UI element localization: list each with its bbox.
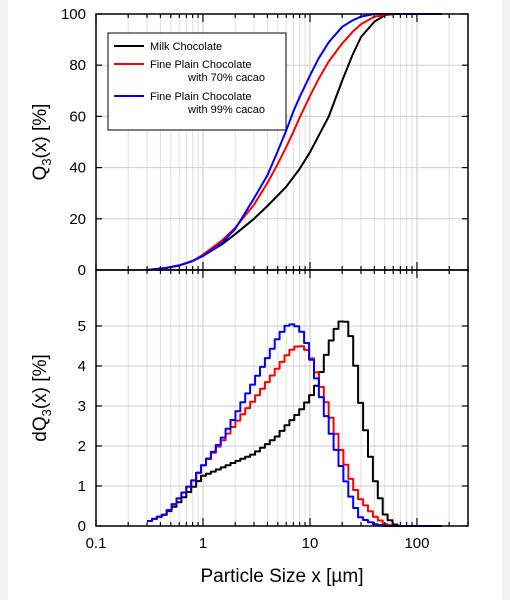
series-line-2 bbox=[147, 345, 442, 527]
y-axis-title-rest: (x) [%] bbox=[30, 104, 51, 159]
y-tick-label: 0 bbox=[78, 262, 86, 279]
y-tick-label: 1 bbox=[78, 478, 86, 495]
y-axis-title: dQ3(x) [%] bbox=[30, 354, 54, 441]
y-tick-label: 5 bbox=[78, 318, 86, 335]
y-axis-title-subscript: 3 bbox=[39, 409, 54, 416]
y-axis-title: Q3(x) [%] bbox=[30, 104, 54, 181]
y-tick-label: 4 bbox=[78, 358, 86, 375]
y-tick-label: 100 bbox=[61, 6, 86, 23]
series-line-1 bbox=[147, 320, 442, 527]
x-axis-title: Particle Size x [µm] bbox=[201, 566, 364, 587]
y-tick-label: 40 bbox=[69, 160, 86, 177]
y-tick-label: 3 bbox=[78, 398, 86, 415]
legend-label: with 70% cacao bbox=[187, 72, 265, 84]
legend-label: with 99% cacao bbox=[187, 104, 265, 116]
legend-box bbox=[107, 32, 287, 131]
y-tick-label: 0 bbox=[78, 518, 86, 535]
legend-label: Fine Plain Chocolate bbox=[150, 59, 252, 71]
y-axis-title-main: dQ bbox=[30, 416, 51, 441]
y-tick-label: 2 bbox=[78, 438, 86, 455]
series-line-3 bbox=[147, 323, 442, 527]
legend-label: Fine Plain Chocolate bbox=[150, 91, 252, 103]
x-tick-label: 100 bbox=[404, 535, 429, 552]
y-tick-label: 60 bbox=[69, 108, 86, 125]
y-axis-title-rest: (x) [%] bbox=[30, 354, 51, 409]
y-axis-title-main: Q bbox=[30, 166, 51, 181]
x-tick-label: 0.1 bbox=[86, 535, 107, 552]
x-tick-label: 10 bbox=[302, 535, 319, 552]
y-tick-label: 80 bbox=[69, 57, 86, 74]
x-tick-label: 1 bbox=[199, 535, 207, 552]
plot-frame bbox=[95, 269, 469, 527]
y-tick-label: 20 bbox=[69, 211, 86, 228]
y-axis-title-subscript: 3 bbox=[39, 158, 54, 165]
series-line-3 bbox=[146, 13, 442, 271]
legend-label: Milk Chocolate bbox=[150, 41, 222, 53]
